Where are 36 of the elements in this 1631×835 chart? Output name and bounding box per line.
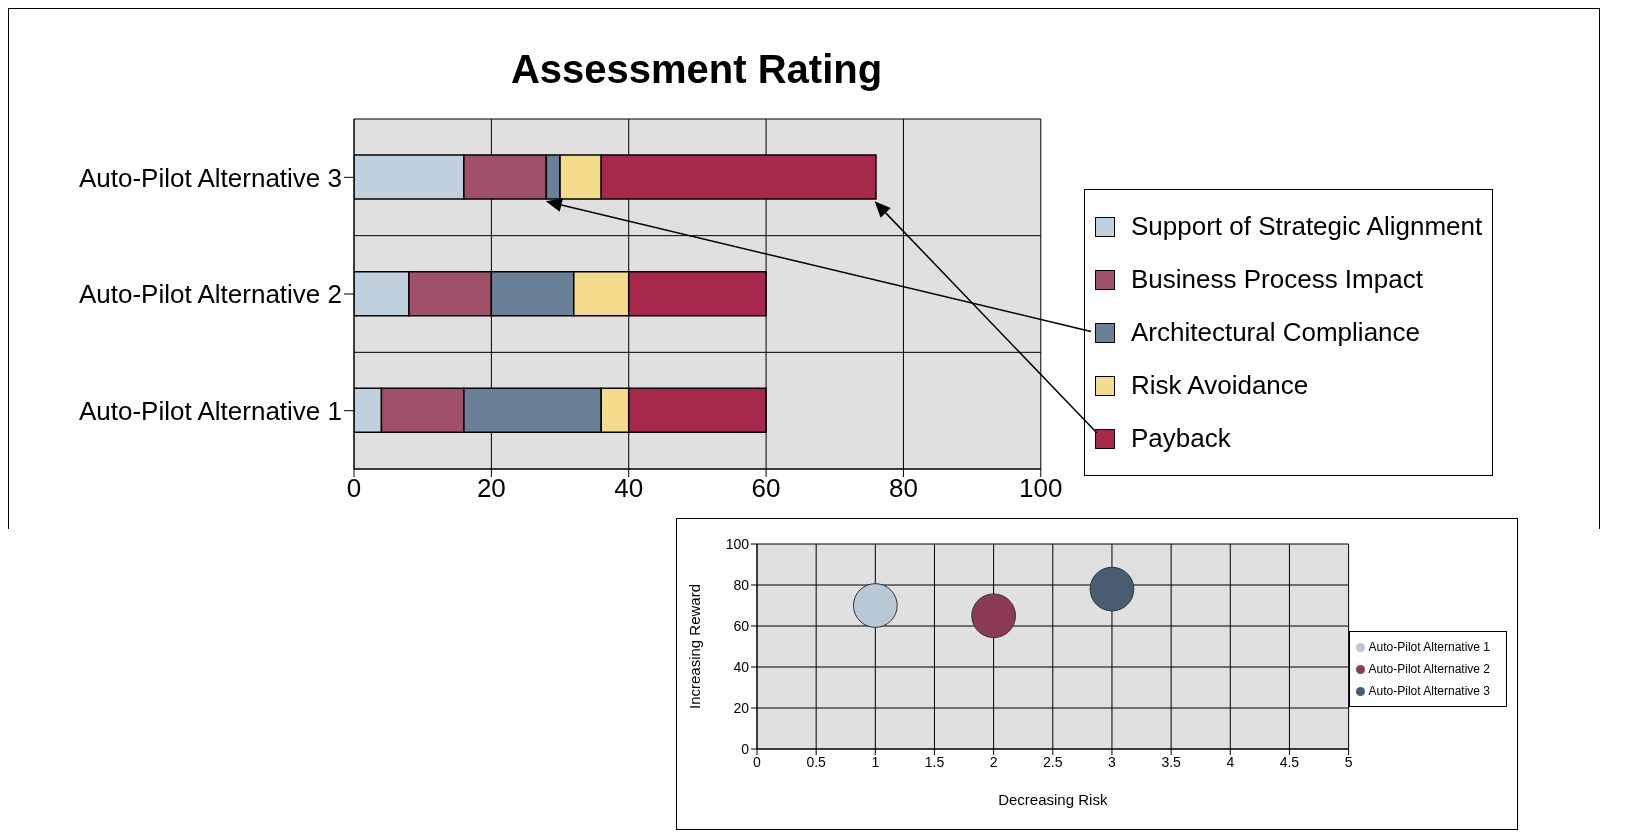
- x-tick-label: 100: [1019, 473, 1063, 504]
- x-tick-label: 1: [871, 753, 880, 770]
- x-tick-label: 4.5: [1279, 753, 1300, 770]
- y-tick-label: 40: [733, 658, 750, 675]
- y-tick-label: 0: [741, 740, 750, 757]
- y-tick-label: 60: [733, 617, 750, 634]
- legend-label: Business Process Impact: [1131, 264, 1423, 295]
- y-tick-label: Auto-Pilot Alternative 2: [78, 279, 342, 310]
- x-tick-label: 40: [614, 473, 644, 504]
- x-tick-label: 0: [346, 473, 362, 504]
- chart-title: Assessment Rating: [509, 47, 884, 92]
- legend-label: Architectural Compliance: [1131, 317, 1421, 348]
- x-tick-label: 0: [753, 753, 762, 770]
- legend-label: Auto-Pilot Alternative 2: [1368, 662, 1490, 676]
- y-tick-label: Auto-Pilot Alternative 3: [78, 162, 342, 193]
- x-tick-label: 3: [1108, 753, 1117, 770]
- y-tick-label: 20: [733, 699, 750, 716]
- y-axis-title: Increasing Reward: [686, 583, 704, 710]
- legend-label: Auto-Pilot Alternative 3: [1368, 684, 1490, 698]
- x-axis-title: Decreasing Risk: [998, 791, 1108, 808]
- legend-label: Risk Avoidance: [1131, 370, 1309, 401]
- x-tick-label: 3.5: [1161, 753, 1182, 770]
- y-tick-label: Auto-Pilot Alternative 1: [78, 395, 342, 426]
- legend-label: Payback: [1131, 423, 1231, 454]
- x-tick-label: 2: [989, 753, 998, 770]
- y-tick-label: 100: [725, 535, 750, 552]
- x-tick-label: 2.5: [1043, 753, 1063, 770]
- legend-label: Support of Strategic Alignment: [1131, 211, 1483, 242]
- y-tick-label: 80: [733, 576, 750, 593]
- x-tick-label: 0.5: [806, 753, 827, 770]
- x-tick-label: 80: [888, 473, 918, 504]
- legend-label: Auto-Pilot Alternative 1: [1368, 640, 1490, 654]
- x-tick-label: 20: [476, 473, 506, 504]
- x-tick-label: 1.5: [924, 753, 945, 770]
- x-tick-label: 5: [1344, 753, 1353, 770]
- x-tick-label: 4: [1226, 753, 1235, 770]
